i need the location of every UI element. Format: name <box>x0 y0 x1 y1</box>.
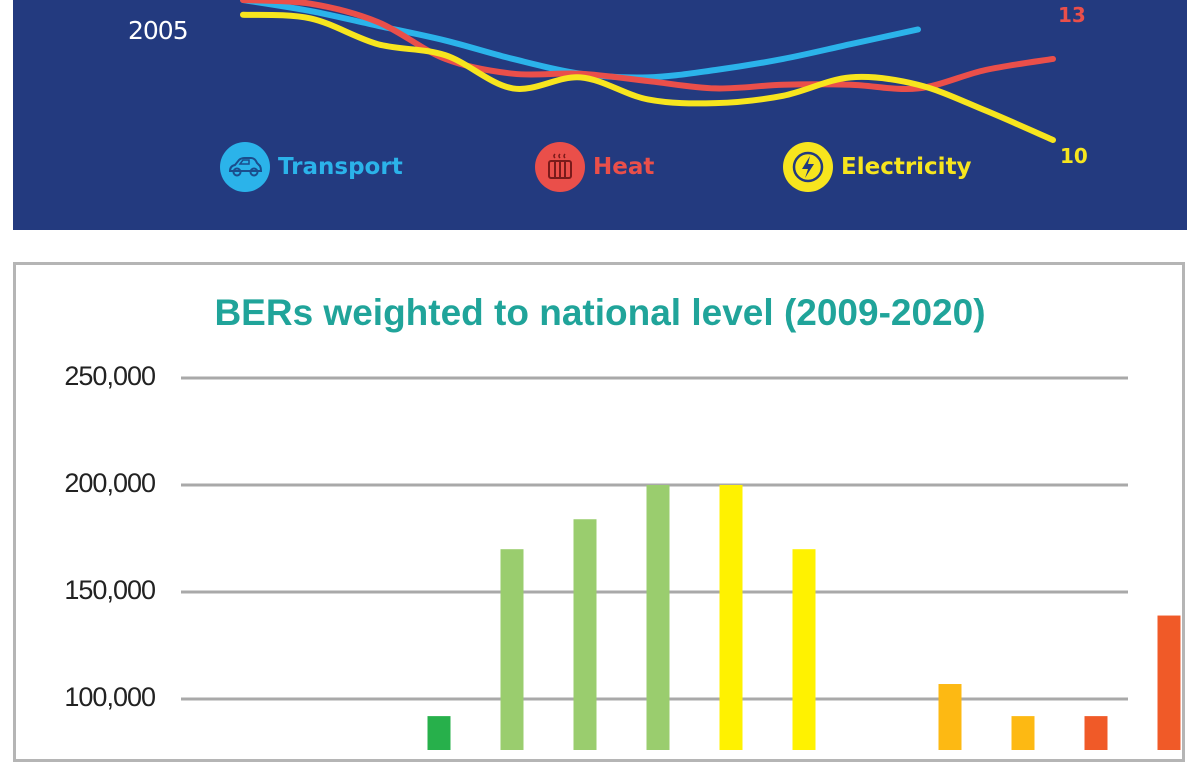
lightning-bolt-icon <box>783 142 833 192</box>
legend-heat-label: Heat <box>593 154 655 180</box>
bar <box>427 716 451 750</box>
emissions-index-chart: 2005 13 10 Transport Heat <box>13 0 1187 230</box>
line-chart-canvas <box>240 0 1056 143</box>
bar <box>1011 716 1035 750</box>
y-tick-label: 200,000 <box>64 468 156 498</box>
bar <box>573 519 597 750</box>
radiator-icon <box>535 142 585 192</box>
electricity-end-label: 10 <box>1060 144 1088 168</box>
legend-heat: Heat <box>535 142 654 192</box>
legend-transport-label: Transport <box>278 154 403 180</box>
car-icon <box>220 142 270 192</box>
legend-electricity-label: Electricity <box>841 154 972 180</box>
bar <box>792 549 816 750</box>
bar <box>719 485 743 750</box>
bar <box>1157 615 1181 750</box>
y-tick-label: 150,000 <box>64 575 156 605</box>
y-tick-label: 250,000 <box>64 361 156 391</box>
x-start-label: 2005 <box>128 16 189 45</box>
series-line-electricity <box>240 11 1056 143</box>
legend-transport: Transport <box>220 142 403 192</box>
bar <box>500 549 524 750</box>
series-line-heat <box>240 0 1056 93</box>
bar <box>938 684 962 750</box>
chart-title: BERs weighted to national level (2009-20… <box>214 292 986 333</box>
bar <box>646 485 670 750</box>
heat-end-label: 13 <box>1058 3 1086 27</box>
y-tick-label: 100,000 <box>64 682 156 712</box>
bar <box>1084 716 1108 750</box>
legend-electricity: Electricity <box>783 142 972 192</box>
